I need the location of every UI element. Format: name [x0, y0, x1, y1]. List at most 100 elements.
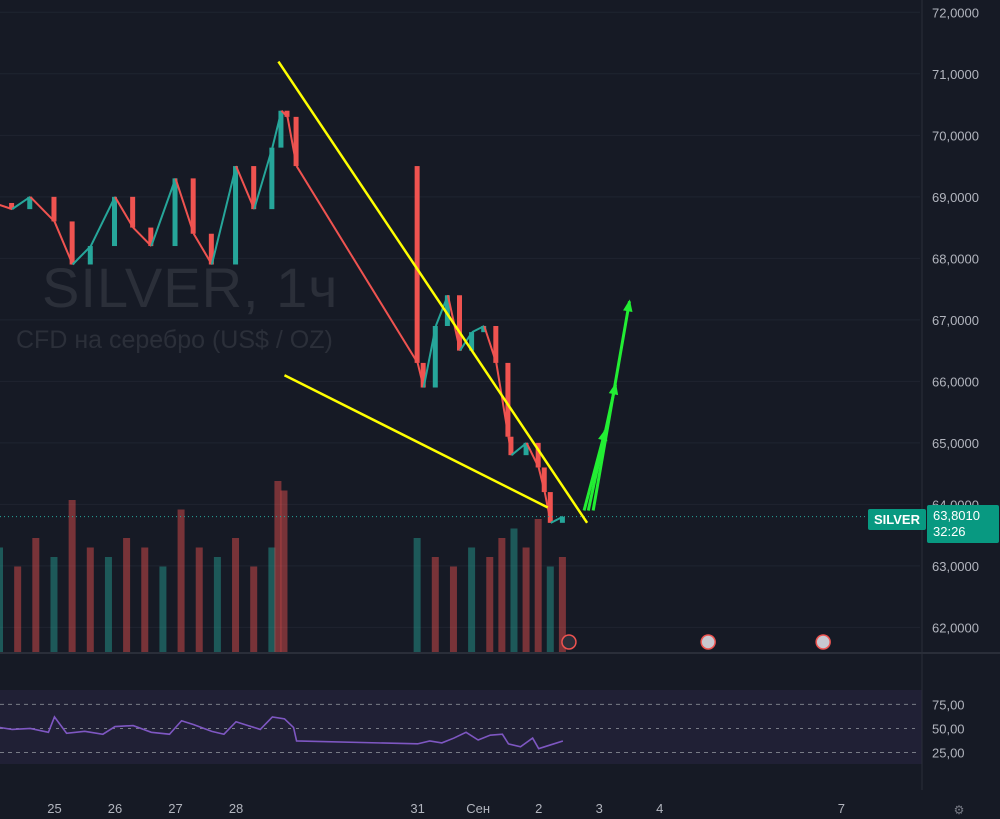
volume-bar	[141, 547, 149, 652]
price-axis-label: 68,0000	[932, 251, 979, 266]
time-axis-label: 26	[108, 801, 122, 816]
volume-bar	[498, 538, 506, 652]
volume-bar	[123, 538, 131, 652]
time-axis-label: Сен	[466, 801, 490, 816]
volume-bar	[68, 500, 76, 652]
volume-bar	[274, 481, 282, 652]
price-candle	[284, 110, 290, 117]
flash-icon	[561, 634, 577, 650]
us-flag-icon-circle	[700, 634, 716, 650]
forecast-arrow-head	[623, 299, 633, 312]
price-candle	[444, 295, 450, 326]
rsi-line	[0, 715, 564, 750]
last-price-value: 63,8010	[933, 508, 980, 523]
price-candle	[251, 166, 257, 210]
upper-trendline	[277, 60, 589, 524]
time-axis-label: 7	[838, 801, 845, 816]
price-candle	[535, 442, 541, 468]
time-axis-label: 3	[596, 801, 603, 816]
price-segment	[235, 165, 256, 210]
time-axis-label: 4	[656, 801, 663, 816]
volume-bar	[250, 566, 258, 652]
volume-bar	[14, 566, 22, 652]
price-candle	[457, 295, 462, 351]
price-candle	[278, 110, 284, 148]
price-segment	[71, 245, 92, 266]
volume-bar	[232, 538, 240, 652]
price-candle	[190, 178, 196, 234]
price-candle	[27, 196, 33, 210]
price-axis-label: 67,0000	[932, 313, 979, 328]
price-axis-label: 71,0000	[932, 67, 979, 82]
volume-bar	[268, 547, 276, 652]
price-segment	[132, 226, 153, 247]
price-candle	[432, 326, 438, 388]
volume-bar	[431, 557, 439, 652]
volume-bar	[546, 566, 554, 652]
volume-bar	[558, 557, 566, 652]
watermark-description: CFD на серебро (US$ / OZ)	[16, 326, 333, 354]
price-segment	[253, 147, 274, 210]
volume-bar	[104, 557, 112, 652]
price-segment	[210, 165, 238, 265]
price-candle	[481, 326, 487, 333]
price-axis-label: 70,0000	[932, 128, 979, 143]
price-candle	[233, 166, 239, 265]
time-axis-label: 2	[535, 801, 542, 816]
watermark-symbol: SILVER, 1ч	[42, 256, 339, 319]
price-segment	[150, 178, 177, 247]
price-segment	[0, 203, 13, 211]
price-segment	[11, 196, 31, 210]
price-candle	[420, 362, 426, 388]
price-candle	[541, 467, 547, 493]
bar-countdown: 32:26	[933, 524, 966, 539]
volume-bar	[510, 528, 518, 652]
price-candle	[493, 326, 499, 363]
price-candle	[523, 442, 529, 456]
volume-bar	[86, 547, 94, 652]
price-candle	[208, 233, 214, 265]
volume-bar	[522, 547, 530, 652]
volume-bar	[32, 538, 40, 652]
volume-bar	[177, 509, 185, 652]
price-segment	[29, 196, 56, 223]
symbol-tag[interactable]: SILVER	[868, 509, 926, 530]
us-flag-icon-circle	[815, 634, 831, 650]
price-candle	[559, 516, 565, 523]
time-axis-label: 31	[410, 801, 424, 816]
volume-bar	[413, 538, 421, 652]
price-candle	[69, 221, 75, 265]
us-flag-icon	[815, 634, 831, 650]
forecast-arrow-shaft	[591, 301, 631, 511]
us-flag-icon	[700, 634, 716, 650]
last-price-tag[interactable]: 63,8010 32:26	[927, 505, 999, 543]
price-candle	[269, 147, 275, 210]
price-segment	[53, 221, 74, 265]
price-segment	[114, 196, 135, 229]
settings-icon[interactable]: ⚙	[953, 803, 965, 817]
price-candle	[112, 196, 117, 247]
lower-trendline	[283, 374, 549, 509]
price-axis-label: 72,0000	[932, 5, 979, 20]
price-segment	[89, 196, 116, 247]
rsi-axis-label: 25,00	[932, 746, 965, 761]
volume-bar	[195, 547, 203, 652]
rsi-pane-background	[0, 690, 922, 764]
price-candle	[508, 436, 514, 456]
price-axis-label: 69,0000	[932, 190, 979, 205]
time-axis-label: 27	[168, 801, 182, 816]
volume-bar	[449, 566, 457, 652]
price-axis-label: 63,0000	[932, 559, 979, 574]
price-candle	[172, 178, 178, 247]
rsi-axis-label: 75,00	[932, 697, 965, 712]
volume-bar	[213, 557, 221, 652]
volume-bar	[159, 566, 167, 652]
time-axis-label: 25	[47, 801, 61, 816]
volume-bar	[486, 557, 494, 652]
price-candle	[130, 196, 136, 228]
price-candle	[293, 116, 299, 167]
time-axis-label: 28	[229, 801, 243, 816]
price-candle	[414, 166, 420, 363]
